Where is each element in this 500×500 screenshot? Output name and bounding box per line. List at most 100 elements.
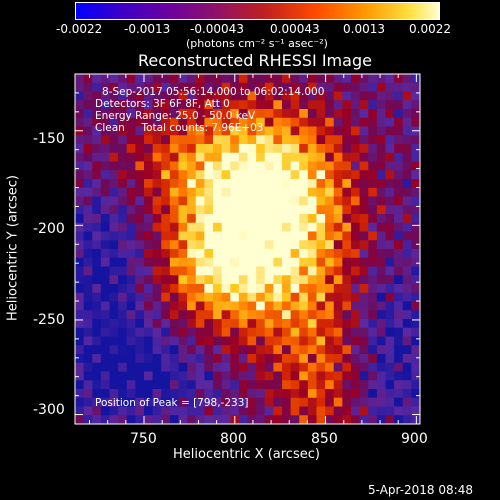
heatmap-cell xyxy=(144,397,154,408)
heatmap-cell xyxy=(351,152,361,163)
heatmap-cell xyxy=(307,240,318,250)
heatmap-cell xyxy=(152,135,162,145)
heatmap-cell xyxy=(351,117,361,128)
heatmap-cell xyxy=(247,406,257,416)
heatmap-cell xyxy=(109,135,119,145)
heatmap-cell xyxy=(411,310,420,320)
heatmap-cell xyxy=(92,82,102,93)
heatmap-cell xyxy=(230,179,240,189)
heatmap-cell xyxy=(238,406,249,416)
heatmap-cell xyxy=(290,397,300,408)
heatmap-cell xyxy=(204,275,214,285)
heatmap-cell xyxy=(109,117,119,128)
heatmap-cell xyxy=(144,275,154,285)
heatmap-cell xyxy=(256,319,266,329)
heatmap-cell xyxy=(92,275,102,285)
heatmap-cell xyxy=(368,310,378,320)
heatmap-cell xyxy=(230,187,240,198)
heatmap-cell xyxy=(169,214,180,224)
heatmap-cell xyxy=(230,82,240,93)
heatmap-cell xyxy=(187,179,197,189)
heatmap-cell xyxy=(342,406,352,416)
heatmap-cell xyxy=(144,310,154,320)
heatmap-cell xyxy=(238,135,249,145)
heatmap-cell xyxy=(135,249,145,259)
heatmap-cell xyxy=(351,389,361,399)
heatmap-cell xyxy=(316,126,326,136)
heatmap-cell xyxy=(307,214,318,224)
heatmap-cell xyxy=(385,266,395,276)
heatmap-cell xyxy=(83,345,93,355)
heatmap-cell xyxy=(109,362,119,373)
heatmap-cell xyxy=(402,91,412,101)
heatmap-cell xyxy=(290,187,300,198)
heatmap-cell xyxy=(204,249,214,259)
heatmap-cell xyxy=(299,362,309,373)
heatmap-cell xyxy=(402,82,412,93)
heatmap-cell xyxy=(307,249,318,259)
heatmap-cell xyxy=(376,100,387,110)
heatmap-cell xyxy=(359,135,369,145)
heatmap-cell xyxy=(264,354,274,364)
heatmap-cell xyxy=(126,205,136,215)
heatmap-cell xyxy=(394,144,404,154)
heatmap-cell xyxy=(290,275,300,285)
heatmap-cell xyxy=(83,389,93,399)
heatmap-cell xyxy=(316,135,326,145)
heatmap-cell xyxy=(342,196,352,206)
heatmap-cell xyxy=(316,100,326,110)
heatmap-cell xyxy=(264,380,274,390)
heatmap-cell xyxy=(290,231,300,241)
heatmap-cell xyxy=(75,135,85,145)
heatmap-cell xyxy=(256,144,266,154)
heatmap-cell xyxy=(316,415,326,424)
heatmap-cell xyxy=(126,231,136,241)
heatmap-cell xyxy=(333,74,343,84)
heatmap-cell xyxy=(178,231,188,241)
heatmap-cell xyxy=(92,310,102,320)
heatmap-cell xyxy=(325,257,335,268)
heatmap-cell xyxy=(161,91,171,101)
heatmap-cell xyxy=(135,389,145,399)
heatmap-cell xyxy=(299,249,309,259)
heatmap-cell xyxy=(325,415,335,424)
heatmap-cell xyxy=(273,336,283,346)
heatmap-cell xyxy=(195,126,205,136)
heatmap-cell xyxy=(238,389,249,399)
heatmap-cell xyxy=(221,214,231,224)
heatmap-cell xyxy=(92,222,102,233)
heatmap-cell xyxy=(135,240,145,250)
heatmap-cell xyxy=(385,284,395,294)
heatmap-cell xyxy=(299,275,309,285)
heatmap-cell xyxy=(213,170,223,180)
heatmap-cell xyxy=(187,135,197,145)
heatmap-cell xyxy=(221,389,231,399)
heatmap-cell xyxy=(359,389,369,399)
heatmap-cell xyxy=(187,389,197,399)
heatmap-cell xyxy=(290,380,300,390)
heatmap-cell xyxy=(144,284,154,294)
heatmap-cell xyxy=(221,109,231,119)
heatmap-cell xyxy=(273,179,283,189)
heatmap-cell xyxy=(178,345,188,355)
heatmap-cell xyxy=(247,389,257,399)
heatmap-cell xyxy=(83,397,93,408)
heatmap-cell xyxy=(368,240,378,250)
heatmap-cell xyxy=(109,222,119,233)
heatmap-cell xyxy=(109,371,119,381)
heatmap-cell xyxy=(92,205,102,215)
heatmap-cell xyxy=(316,161,326,171)
heatmap-cell xyxy=(187,284,197,294)
heatmap-cell xyxy=(178,100,188,110)
heatmap-cell xyxy=(247,240,257,250)
heatmap-cell xyxy=(264,327,274,338)
heatmap-cell xyxy=(411,117,420,128)
heatmap-cell xyxy=(109,170,119,180)
heatmap-cell xyxy=(238,196,249,206)
heatmap-cell xyxy=(299,222,309,233)
heatmap-cell xyxy=(161,82,171,93)
heatmap-cell xyxy=(144,292,154,303)
heatmap-cell xyxy=(411,284,420,294)
heatmap-cell xyxy=(195,397,205,408)
heatmap-cell xyxy=(325,205,335,215)
